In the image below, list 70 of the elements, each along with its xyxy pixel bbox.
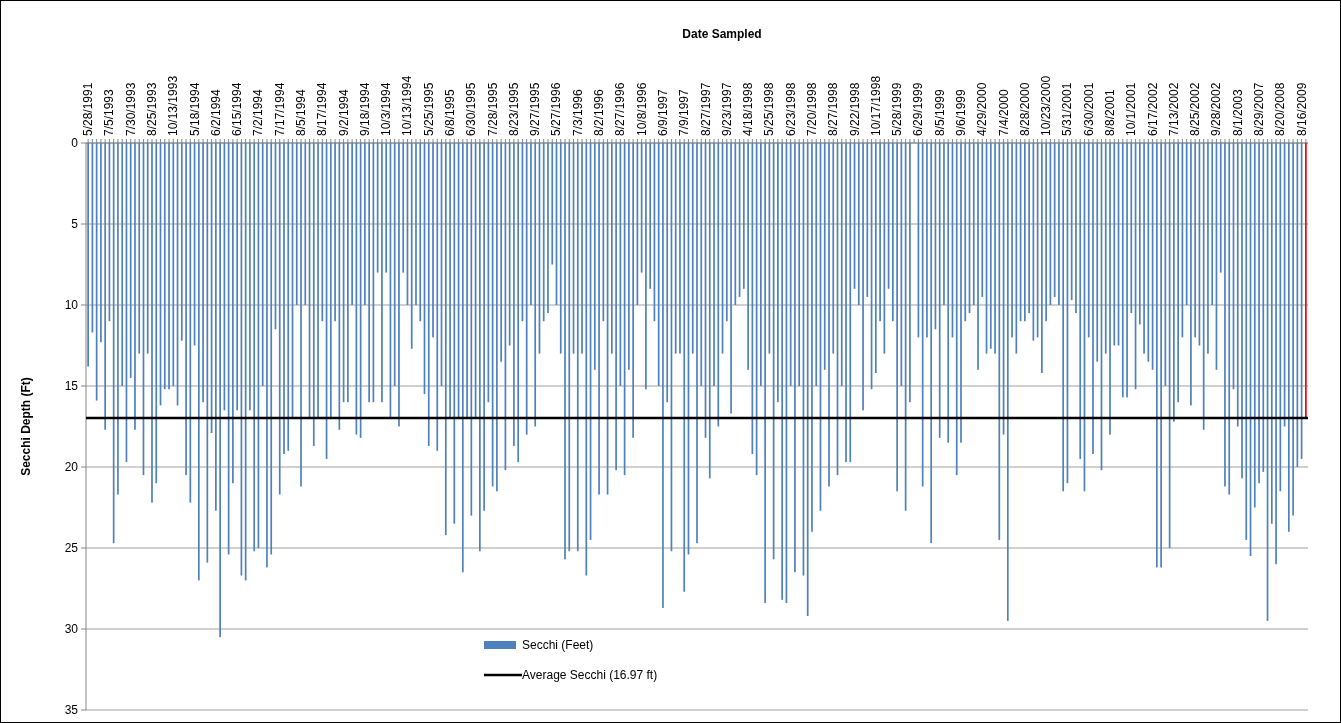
x-tick-label: 6/29/1999 — [911, 82, 926, 136]
x-tick-label: 7/4/2000 — [996, 88, 1011, 136]
x-tick-label: 8/23/1995 — [506, 82, 521, 136]
x-tick-label: 6/9/1997 — [655, 88, 670, 136]
x-tick-label: 9/2/1994 — [336, 88, 351, 136]
x-tick-label: 5/27/1996 — [549, 82, 564, 136]
x-tick-label: 8/8/2001 — [1103, 88, 1118, 136]
x-tick-label: 8/20/2008 — [1273, 82, 1288, 136]
x-tick-label: 8/29/2007 — [1252, 82, 1267, 136]
x-tick-label: 8/27/1997 — [698, 82, 713, 136]
x-tick-label: 10/13/1994 — [400, 75, 415, 136]
x-tick-label: 6/30/2001 — [1081, 82, 1096, 136]
x-tick-label: 8/27/1998 — [826, 82, 841, 136]
x-tick-label: 10/1/2001 — [1124, 82, 1139, 136]
x-tick-label: 8/1/2003 — [1230, 88, 1245, 136]
x-tick-label: 9/22/1998 — [847, 82, 862, 136]
x-tick-label: 8/5/1999 — [932, 88, 947, 136]
x-tick-label: 7/2/1994 — [251, 88, 266, 136]
x-tick-label: 10/17/1998 — [868, 75, 883, 136]
y-tick-label: 10 — [64, 298, 79, 313]
x-tick-label: 6/8/1995 — [443, 88, 458, 136]
x-tick-label: 7/13/2002 — [1166, 82, 1181, 136]
x-tick-label: 5/18/1994 — [187, 82, 202, 136]
x-tick-label: 10/13/1993 — [166, 75, 181, 136]
x-tick-label: 7/30/1993 — [123, 82, 138, 136]
x-tick-label: 9/23/1997 — [719, 82, 734, 136]
x-tick-label: 9/6/1999 — [953, 88, 968, 136]
legend-label: Secchi (Feet) — [522, 638, 594, 653]
x-tick-label: 9/27/1995 — [528, 82, 543, 136]
x-tick-label: 6/2/1994 — [208, 88, 223, 136]
x-tick-label: 6/15/1994 — [230, 82, 245, 136]
x-tick-label: 8/27/1996 — [613, 82, 628, 136]
x-tick-label: 5/25/1998 — [762, 82, 777, 136]
y-axis-title: Secchi Depth (Ft) — [19, 377, 33, 476]
y-tick-label: 25 — [64, 541, 79, 556]
x-tick-label: 6/23/1998 — [783, 82, 798, 136]
x-tick-label: 8/5/1994 — [294, 88, 309, 136]
x-tick-label: 7/17/1994 — [272, 82, 287, 136]
y-tick-label: 30 — [64, 622, 79, 637]
x-tick-label: 5/31/2001 — [1060, 82, 1075, 136]
x-tick-label: 7/3/1996 — [570, 88, 585, 136]
x-tick-label: 8/16/2009 — [1294, 82, 1309, 136]
y-tick-label: 0 — [71, 136, 79, 151]
x-tick-label: 8/2/1996 — [592, 88, 607, 136]
legend-label: Average Secchi (16.97 ft) — [522, 668, 658, 683]
x-tick-label: 10/8/1996 — [634, 82, 649, 136]
y-tick-label: 15 — [64, 379, 79, 394]
x-tick-label: 7/28/1995 — [485, 82, 500, 136]
x-tick-label: 4/18/1998 — [741, 82, 756, 136]
x-tick-label: 8/17/1994 — [315, 82, 330, 136]
x-tick-label: 9/28/2002 — [1209, 82, 1224, 136]
x-tick-label: 6/17/2002 — [1145, 82, 1160, 136]
x-tick-label: 8/25/1993 — [145, 82, 159, 136]
x-tick-label: 10/23/2000 — [1039, 75, 1054, 136]
x-tick-label: 4/29/2000 — [975, 82, 990, 136]
x-tick-label: 5/25/1995 — [421, 82, 436, 136]
x-tick-label: 7/9/1997 — [677, 88, 692, 136]
x-tick-label: 8/25/2002 — [1188, 82, 1203, 136]
y-tick-label: 5 — [71, 217, 79, 232]
x-tick-label: 5/28/1999 — [890, 82, 905, 136]
x-tick-label: 10/3/1994 — [379, 82, 394, 136]
x-tick-label: 8/28/2000 — [1017, 82, 1032, 136]
y-tick-label: 35 — [64, 703, 79, 718]
x-tick-label: 5/28/1991 — [81, 82, 96, 136]
x-axis-title: Date Sampled — [682, 27, 762, 41]
x-tick-label: 6/30/1995 — [464, 82, 479, 136]
x-tick-label: 7/5/1993 — [102, 88, 117, 136]
y-tick-label: 20 — [64, 460, 79, 475]
x-tick-label: 9/18/1994 — [357, 82, 372, 136]
x-tick-label: 7/20/1998 — [804, 82, 819, 136]
